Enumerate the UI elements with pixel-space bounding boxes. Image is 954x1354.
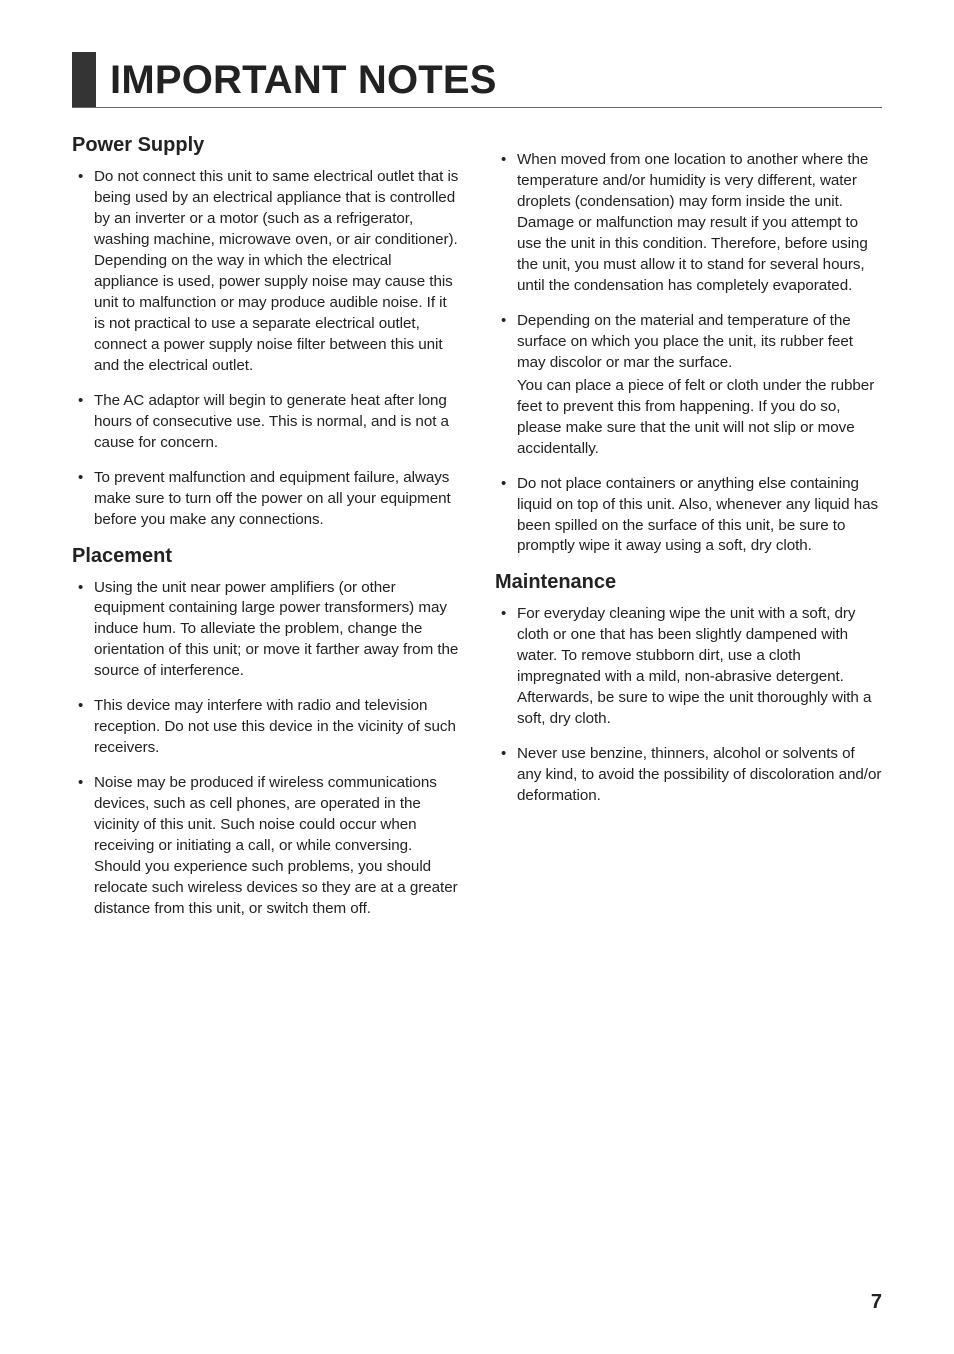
page-title: IMPORTANT NOTES	[110, 52, 497, 107]
list-item-subtext: You can place a piece of felt or cloth u…	[517, 376, 882, 460]
list-item: Depending on the material and temperatur…	[517, 311, 882, 460]
content-columns: Power Supply Do not connect this unit to…	[72, 130, 882, 934]
right-column: When moved from one location to another …	[495, 130, 882, 934]
list-item: For everyday cleaning wipe the unit with…	[517, 604, 882, 730]
list-power-supply: Do not connect this unit to same electri…	[72, 167, 459, 531]
left-column: Power Supply Do not connect this unit to…	[72, 130, 459, 934]
list-item: The AC adaptor will begin to generate he…	[94, 391, 459, 454]
list-item: Using the unit near power amplifiers (or…	[94, 578, 459, 683]
page-title-block: IMPORTANT NOTES	[72, 52, 882, 108]
list-item: Noise may be produced if wireless commun…	[94, 773, 459, 920]
heading-placement: Placement	[72, 545, 459, 568]
list-item-text: Depending on the material and temperatur…	[517, 312, 853, 371]
heading-power-supply: Power Supply	[72, 134, 459, 157]
list-maintenance: For everyday cleaning wipe the unit with…	[495, 604, 882, 807]
list-item: Do not connect this unit to same electri…	[94, 167, 459, 377]
page-number: 7	[871, 1291, 882, 1314]
heading-maintenance: Maintenance	[495, 571, 882, 594]
list-placement: Using the unit near power amplifiers (or…	[72, 578, 459, 921]
list-item: When moved from one location to another …	[517, 150, 882, 297]
list-item: This device may interfere with radio and…	[94, 696, 459, 759]
list-item: To prevent malfunction and equipment fai…	[94, 468, 459, 531]
list-placement-continued: When moved from one location to another …	[495, 150, 882, 557]
list-item: Do not place containers or anything else…	[517, 474, 882, 558]
title-accent-bar	[72, 52, 96, 107]
list-item: Never use benzine, thinners, alcohol or …	[517, 744, 882, 807]
